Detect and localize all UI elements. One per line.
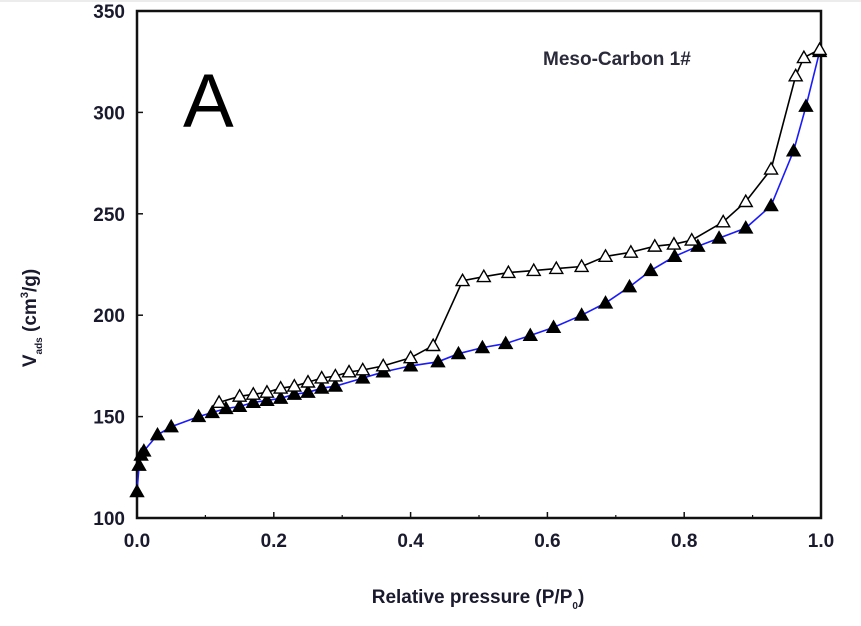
x-axis-title-sub: 0	[572, 601, 578, 612]
adsorption-point	[327, 378, 344, 392]
plot-frame	[135, 9, 823, 520]
desorption-point	[738, 193, 754, 208]
desorption-point	[715, 214, 731, 228]
desorption-point	[811, 41, 828, 56]
y-axis-title-main: V	[20, 354, 41, 367]
desorption-point	[684, 232, 700, 246]
desorption-point	[526, 262, 542, 277]
adsorption-point	[131, 457, 147, 471]
desorption-point	[313, 370, 330, 384]
y-tick-label: 350	[93, 2, 125, 23]
desorption-point	[327, 368, 344, 382]
y-axis-title: Vads (cm3/g)	[19, 269, 45, 367]
adsorption-point	[300, 384, 316, 398]
y-axis-title-end: /g)	[20, 269, 41, 292]
desorption-point	[623, 244, 639, 258]
x-axis-title-main: Relative pressure (P/P	[372, 587, 573, 608]
adsorption-point	[149, 426, 166, 441]
desorption-point	[211, 394, 227, 408]
desorption-point	[355, 362, 371, 376]
desorption-point	[573, 258, 590, 273]
adsorption-line	[136, 51, 821, 492]
adsorption-point	[545, 319, 562, 333]
adsorption-point	[597, 295, 614, 309]
desorption-point	[647, 238, 663, 252]
adsorption-point	[313, 380, 330, 394]
adsorption-point	[163, 418, 179, 433]
adsorption-point	[763, 197, 779, 212]
desorption-point	[666, 236, 682, 250]
y-axis-title-unit: (cm	[20, 298, 41, 337]
desorption-point	[763, 161, 779, 175]
adsorption-point	[450, 345, 467, 360]
desorption-point	[402, 349, 419, 364]
y-tick-label: 300	[93, 103, 125, 124]
adsorption-point	[190, 408, 207, 423]
desorption-point	[231, 388, 248, 402]
desorption-point	[548, 260, 564, 275]
desorption-point	[286, 378, 303, 392]
y-axis-title-sub: ads	[34, 337, 45, 355]
adsorption-point	[272, 390, 289, 404]
desorption-point	[259, 384, 275, 398]
adsorption-point	[522, 327, 539, 342]
adsorption-point	[204, 404, 220, 419]
desorption-point	[454, 272, 471, 287]
desorption-point	[476, 268, 492, 283]
adsorption-point	[430, 353, 446, 368]
adsorption-point	[785, 143, 802, 157]
series-group	[129, 41, 828, 498]
panel-label: A	[183, 59, 234, 144]
adsorption-point	[573, 307, 590, 321]
x-tick-label: 0.8	[671, 531, 697, 552]
adsorption-point	[129, 483, 145, 498]
desorption-point	[272, 380, 289, 394]
y-axis-title-sup: 3	[19, 292, 31, 298]
top-border-strip	[0, 0, 861, 2]
adsorption-point	[355, 370, 371, 384]
axis-ticks-group: 0.0 0.2 0.4 0.6 0.8 1.0 100 150 200 250 300 350	[93, 2, 834, 552]
desorption-point	[425, 337, 441, 352]
adsorption-point	[497, 335, 514, 350]
desorption-point	[796, 49, 812, 64]
desorption-point	[245, 386, 261, 400]
plot-frame-group	[135, 9, 823, 520]
y-tick-label: 100	[93, 509, 125, 530]
x-axis-title: Relative pressure (P/P0)	[372, 587, 585, 612]
x-axis-title-end: )	[578, 587, 584, 608]
x-tick-label: 0.0	[124, 531, 150, 552]
x-tick-label: 0.4	[397, 531, 424, 552]
desorption-point	[341, 364, 357, 378]
x-tick-label: 1.0	[808, 531, 834, 552]
adsorption-point	[402, 357, 419, 372]
y-tick-label: 200	[93, 306, 125, 327]
y-tick-label: 150	[93, 408, 125, 429]
adsorption-point	[711, 230, 727, 244]
x-tick-label: 0.2	[261, 531, 287, 552]
adsorption-point	[259, 392, 275, 406]
desorption-point	[500, 264, 517, 279]
desorption-point	[597, 248, 614, 262]
desorption-point	[375, 357, 391, 372]
adsorption-point	[136, 443, 152, 457]
adsorption-point	[286, 386, 303, 400]
x-tick-label: 0.6	[534, 531, 560, 552]
adsorption-point	[642, 262, 659, 277]
y-tick-label: 250	[93, 205, 125, 226]
desorption-point	[787, 67, 804, 82]
adsorption-point	[621, 278, 638, 293]
sample-annotation: Meso-Carbon 1#	[543, 49, 691, 70]
adsorption-point	[798, 98, 814, 112]
desorption-point	[300, 374, 316, 388]
adsorption-point	[231, 398, 248, 413]
adsorption-point	[245, 394, 261, 408]
adsorption-point	[474, 339, 491, 354]
adsorption-point	[666, 248, 683, 262]
adsorption-point	[738, 220, 754, 234]
